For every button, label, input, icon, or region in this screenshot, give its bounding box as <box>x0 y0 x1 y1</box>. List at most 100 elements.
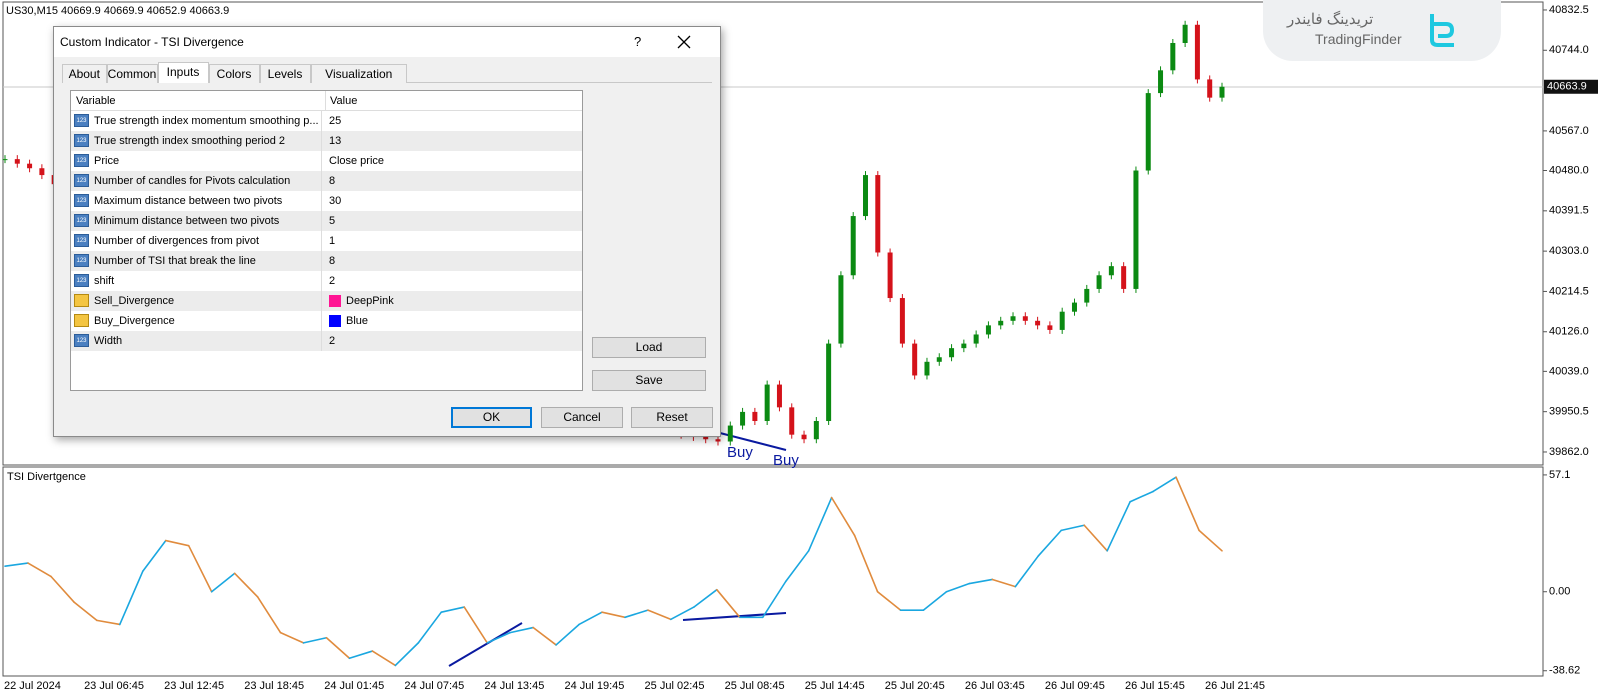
divergence-line <box>448 622 523 667</box>
tsi-segment <box>991 578 1017 588</box>
type-icon: 123 <box>74 214 89 227</box>
tsi-segment <box>716 588 741 619</box>
type-icon: 123 <box>74 134 89 147</box>
candle <box>826 343 832 422</box>
dialog: Custom Indicator - TSI Divergence ? Abou… <box>53 26 721 437</box>
tsi-segment <box>371 650 397 667</box>
candle <box>936 357 942 362</box>
variable-name: True strength index smoothing period 2 <box>94 135 285 147</box>
x-tick-label: 24 Jul 19:45 <box>564 680 624 692</box>
candle <box>1035 320 1041 326</box>
y-tick-label: 40303.0 <box>1549 245 1589 257</box>
candle <box>1071 302 1077 312</box>
tsi-segment <box>486 631 511 644</box>
variable-name: Number of divergences from pivot <box>94 235 260 247</box>
candle <box>1096 275 1102 289</box>
variable-value: 30 <box>329 195 342 207</box>
candle <box>813 421 819 440</box>
load-button[interactable]: Load <box>592 337 706 358</box>
variable-name: Price <box>94 155 120 167</box>
tab[interactable]: Colors <box>208 64 260 83</box>
tsi-segment <box>807 496 833 552</box>
tsi-segment <box>647 609 672 621</box>
close-button[interactable] <box>677 35 691 49</box>
candle <box>863 175 869 217</box>
current-price-label: 40663.9 <box>1547 81 1587 93</box>
candle <box>1059 311 1065 330</box>
color-swatch <box>329 315 341 327</box>
input-row[interactable]: 123 True strength index momentum smoothin… <box>71 111 582 131</box>
tsi-segment <box>210 572 236 593</box>
input-row[interactable]: 123 Maximum distance between two pivots 30 <box>71 191 582 211</box>
candle <box>949 348 955 358</box>
tab[interactable]: About <box>62 64 107 83</box>
input-row[interactable]: 123 Price Close price <box>71 151 582 171</box>
y-tick-label: 40126.0 <box>1549 326 1589 338</box>
indicator-panel <box>2 466 1544 677</box>
tsi-segment <box>119 570 144 626</box>
candle <box>1047 325 1053 330</box>
tsi-segment <box>1014 555 1040 588</box>
column-divider <box>321 191 322 211</box>
x-tick-label: 22 Jul 2024 <box>4 680 61 692</box>
y-tick-label: 40832.5 <box>1549 4 1589 16</box>
help-button[interactable]: ? <box>634 34 642 49</box>
tsi-segment <box>141 539 167 573</box>
candle <box>838 275 844 344</box>
candle <box>1010 316 1016 321</box>
tab[interactable]: Levels <box>259 64 311 83</box>
tab[interactable]: Visualization <box>310 64 407 83</box>
y-tick-label: 40744.0 <box>1549 44 1589 56</box>
y-tick-label: 57.1 <box>1549 469 1570 481</box>
tab[interactable]: Inputs <box>157 62 209 83</box>
candle <box>27 163 33 169</box>
variable-value: Blue <box>346 315 369 327</box>
color-swatch <box>329 295 341 307</box>
watermark: تریدینگ فایندر TradingFinder <box>1263 0 1501 61</box>
tsi-segment <box>509 626 534 634</box>
tsi-segment <box>164 539 190 547</box>
input-row[interactable]: 123 shift 2 <box>71 271 582 291</box>
candle <box>715 439 721 442</box>
candle <box>764 384 770 422</box>
y-tick-label: -38.62 <box>1549 665 1580 677</box>
tsi-segment <box>876 590 902 611</box>
variable-name: Number of TSI that break the line <box>94 255 256 267</box>
column-divider <box>321 331 322 351</box>
input-row[interactable]: 123 Width 2 <box>71 331 582 351</box>
x-tick-label: 25 Jul 08:45 <box>725 680 785 692</box>
reset-button[interactable]: Reset <box>631 407 713 428</box>
y-tick-label: 0.00 <box>1549 586 1570 598</box>
variable-name: Number of candles for Pivots calculation <box>94 175 291 187</box>
x-tick-label: 26 Jul 03:45 <box>965 680 1025 692</box>
title-bar: Custom Indicator - TSI Divergence ? <box>54 27 720 57</box>
save-button[interactable]: Save <box>592 370 706 391</box>
input-row[interactable]: 123 True strength index smoothing period … <box>71 131 582 151</box>
input-row[interactable]: 123 Number of candles for Pivots calculat… <box>71 171 582 191</box>
candle <box>985 325 991 335</box>
input-row[interactable]: 123 Number of TSI that break the line 8 <box>71 251 582 271</box>
tsi-segment <box>578 611 603 626</box>
candle <box>1207 79 1213 98</box>
column-header: Variable <box>76 95 116 107</box>
column-divider <box>321 291 322 311</box>
input-row[interactable]: 123 Minimum distance between two pivots 5 <box>71 211 582 231</box>
tsi-segment <box>325 636 351 660</box>
variable-name: Maximum distance between two pivots <box>94 195 283 207</box>
tab[interactable]: Common <box>106 64 158 83</box>
cancel-button[interactable]: Cancel <box>541 407 623 428</box>
input-row[interactable]: Sell_Divergence DeepPink <box>71 291 582 311</box>
candle <box>998 320 1004 326</box>
tsi-segment <box>761 580 787 619</box>
tsi-segment <box>601 611 626 619</box>
candle <box>39 168 45 176</box>
color-icon <box>74 294 89 307</box>
column-divider <box>321 151 322 171</box>
ok-button[interactable]: OK <box>451 407 532 428</box>
tsi-segment <box>1198 529 1223 552</box>
y-tick-label: 39950.5 <box>1549 406 1589 418</box>
candle <box>14 159 20 164</box>
variable-value: 25 <box>329 115 342 127</box>
input-row[interactable]: Buy_Divergence Blue <box>71 311 582 331</box>
input-row[interactable]: 123 Number of divergences from pivot 1 <box>71 231 582 251</box>
